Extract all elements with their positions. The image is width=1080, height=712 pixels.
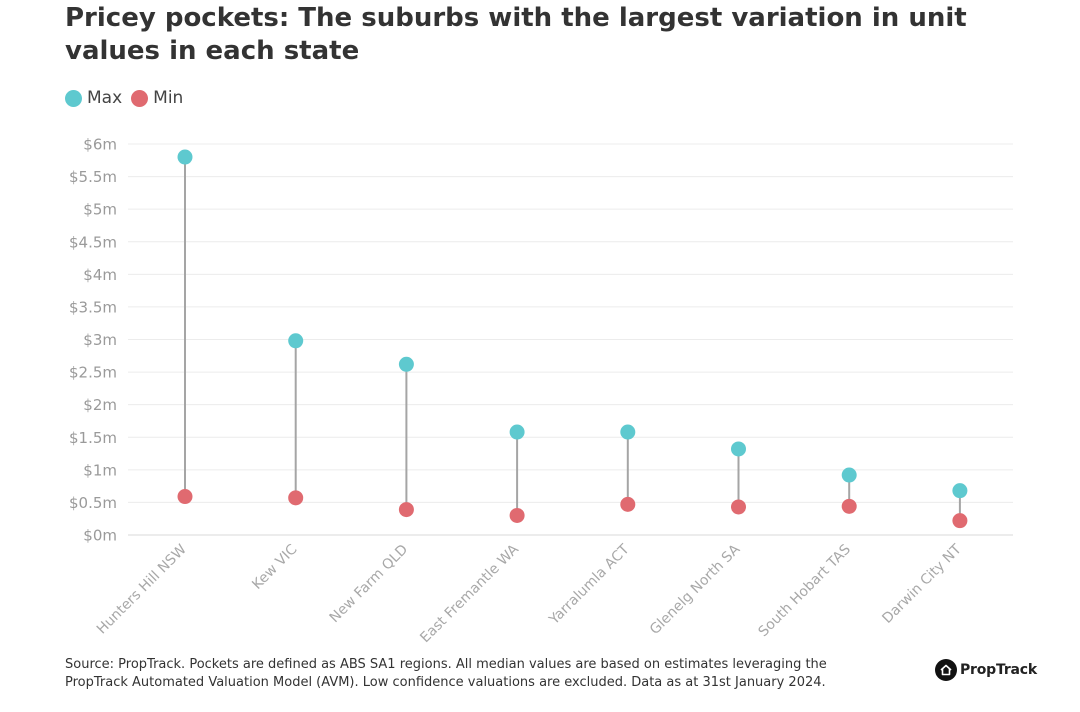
min-point	[177, 489, 193, 505]
y-tick-label: $5.5m	[69, 168, 117, 186]
x-tick-label: Hunters Hill NSW	[94, 541, 190, 637]
y-tick-label: $0m	[83, 527, 117, 545]
proptrack-logo: PropTrack	[935, 659, 1037, 681]
legend-label-max: Max	[87, 88, 123, 108]
x-tick-label: East Fremantle WA	[417, 541, 522, 646]
x-tick-label: Glenelg North SA	[647, 541, 744, 638]
x-tick-label: Yarralumla ACT	[546, 541, 633, 628]
min-point	[398, 502, 414, 518]
legend-item-max: Max	[65, 88, 122, 108]
y-tick-label: $4.5m	[69, 233, 117, 251]
logo-text: PropTrack	[960, 662, 1037, 678]
x-tick-label: Kew VIC	[249, 541, 300, 592]
min-point	[620, 496, 636, 512]
max-point	[177, 149, 193, 165]
x-tick-label: Darwin City NT	[879, 541, 965, 627]
max-point	[952, 483, 968, 499]
y-tick-label: $3.5m	[69, 298, 117, 316]
max-point	[288, 333, 304, 349]
y-tick-label: $3m	[83, 331, 117, 349]
legend-label-min: Min	[153, 88, 184, 108]
min-point	[509, 507, 525, 523]
max-point	[398, 356, 414, 372]
house-icon	[935, 659, 957, 681]
min-point	[288, 490, 304, 506]
max-point	[620, 424, 636, 440]
y-tick-label: $1.5m	[69, 429, 117, 447]
x-tick-label: South Hobart TAS	[756, 541, 855, 640]
source-note: Source: PropTrack. Pockets are defined a…	[65, 657, 827, 690]
max-point	[841, 467, 857, 483]
y-tick-label: $1m	[83, 461, 117, 479]
dumbbell-chart: $0m $0.5m $1m $1.5m $2m $2.5m $3m $3.5m $4m $4.5m…	[69, 136, 1013, 646]
min-point	[952, 513, 968, 529]
page-title: Pricey pockets: The suburbs with the lar…	[65, 3, 967, 66]
y-tick-label: $0.5m	[69, 494, 117, 512]
y-tick-label: $4m	[83, 266, 117, 284]
y-tick-label: $5m	[83, 201, 117, 219]
x-tick-label: New Farm QLD	[327, 542, 412, 627]
min-point	[841, 498, 857, 514]
max-point	[731, 441, 746, 457]
y-tick-label: $6m	[83, 136, 117, 154]
y-tick-label: $2.5m	[69, 364, 117, 382]
y-tick-label: $2m	[83, 396, 117, 414]
legend-item-min: Min	[131, 88, 183, 108]
legend: Max Min	[65, 88, 192, 108]
min-point	[731, 499, 746, 515]
legend-swatch-max	[65, 89, 82, 107]
legend-swatch-min	[131, 89, 149, 107]
max-point	[509, 424, 525, 440]
